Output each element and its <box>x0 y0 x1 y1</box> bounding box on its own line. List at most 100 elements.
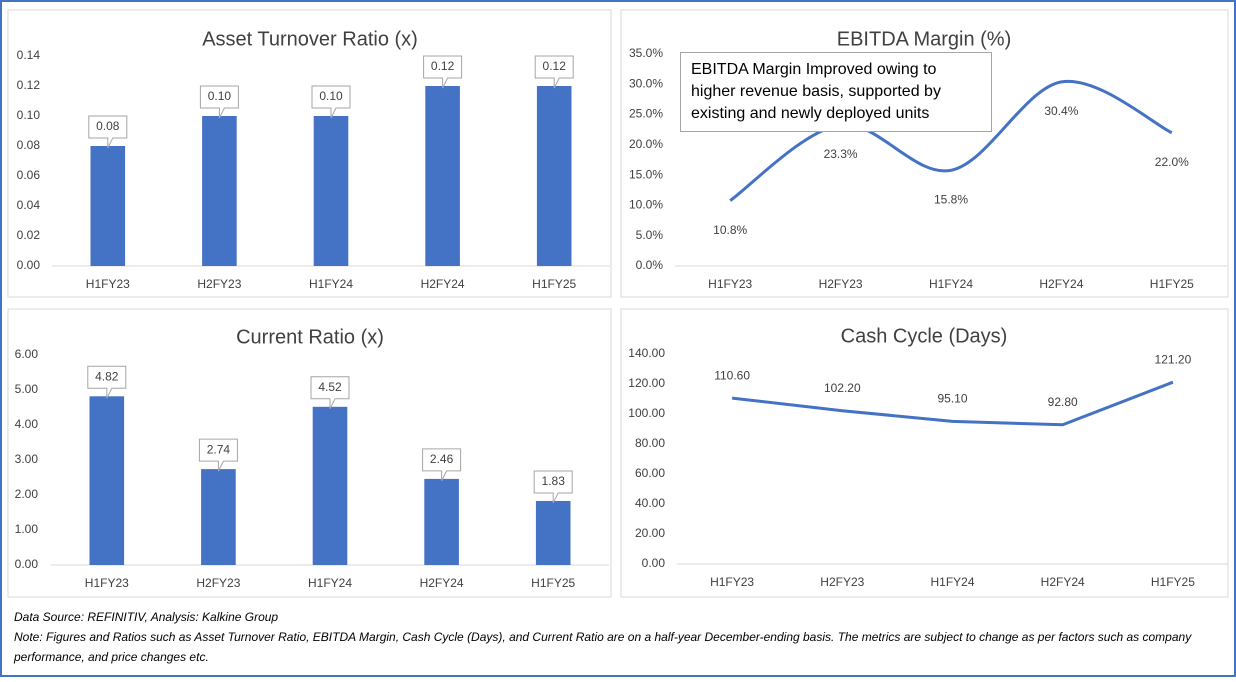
bar <box>536 86 572 266</box>
y-tick-label: 1.00 <box>15 522 39 536</box>
bar <box>424 478 459 565</box>
x-tick-label: H2FY23 <box>196 576 240 590</box>
y-tick-label: 0.12 <box>17 78 41 92</box>
bar <box>312 406 348 565</box>
x-tick-label: H2FY24 <box>420 576 464 590</box>
x-tick-label: H1FY23 <box>85 576 129 590</box>
bar <box>202 116 237 266</box>
x-tick-label: H1FY23 <box>708 277 752 291</box>
bar <box>201 469 236 565</box>
callout-box <box>533 470 573 504</box>
y-tick-label: 80.00 <box>635 436 665 450</box>
x-tick-label: H1FY25 <box>1150 277 1194 291</box>
bar <box>90 146 126 266</box>
y-tick-label: 0.06 <box>17 168 41 182</box>
y-tick-label: 6.00 <box>15 347 39 361</box>
y-tick-label: 0.14 <box>17 48 41 62</box>
data-label: 95.10 <box>937 392 967 406</box>
data-label: 121.20 <box>1155 352 1192 366</box>
y-tick-label: 60.00 <box>635 466 665 480</box>
y-tick-label: 0.02 <box>17 228 41 242</box>
data-label: 0.10 <box>208 89 232 103</box>
callout-box <box>198 438 238 472</box>
y-tick-label: 0.00 <box>642 556 666 570</box>
chart-title: Asset Turnover Ratio (x) <box>202 28 418 50</box>
data-label: 4.52 <box>318 380 342 394</box>
bar <box>425 86 460 266</box>
bar <box>89 396 125 565</box>
line <box>729 79 1173 202</box>
bar <box>535 500 571 565</box>
callout-box <box>199 85 239 119</box>
y-tick-label: 10.0% <box>629 198 663 212</box>
y-tick-label: 0.00 <box>15 557 39 571</box>
source-note: Data Source: REFINITIV, Analysis: Kalkin… <box>14 610 279 624</box>
y-tick-label: 15.0% <box>629 167 663 181</box>
data-label: 2.46 <box>430 452 454 466</box>
data-label: 110.60 <box>714 368 750 382</box>
y-tick-label: 25.0% <box>629 107 663 121</box>
callout-box <box>88 115 128 149</box>
x-tick-label: H2FY23 <box>197 277 241 291</box>
chart-title: Cash Cycle (Days) <box>841 325 1008 347</box>
bar <box>313 116 349 266</box>
x-tick-label: H1FY25 <box>531 576 575 590</box>
y-tick-label: 120.00 <box>628 376 665 390</box>
note: Note: Figures and Ratios such as Asset T… <box>14 630 1192 664</box>
data-label: 23.3% <box>824 147 858 161</box>
line <box>731 380 1174 427</box>
callout-box <box>311 85 351 119</box>
y-tick-label: 4.00 <box>15 417 39 431</box>
data-label: 4.82 <box>95 369 119 383</box>
y-tick-label: 20.0% <box>629 137 663 151</box>
y-tick-label: 35.0% <box>629 46 663 60</box>
y-tick-label: 0.10 <box>17 108 41 122</box>
y-tick-label: 5.00 <box>15 382 39 396</box>
callout-box <box>310 376 350 410</box>
y-tick-label: 140.00 <box>628 346 665 360</box>
x-tick-label: H1FY24 <box>308 576 352 590</box>
panel <box>620 308 1229 598</box>
x-tick-label: H2FY24 <box>1041 575 1085 589</box>
x-tick-label: H1FY24 <box>929 277 973 291</box>
y-tick-label: 3.00 <box>15 452 39 466</box>
y-tick-label: 100.00 <box>628 406 665 420</box>
callout-box <box>423 55 463 89</box>
y-tick-label: 5.0% <box>636 228 664 242</box>
x-tick-label: H2FY23 <box>820 575 864 589</box>
chart-title: EBITDA Margin (%) <box>837 28 1011 50</box>
y-tick-label: 20.00 <box>635 526 665 540</box>
x-tick-label: H1FY24 <box>309 277 353 291</box>
y-tick-label: 0.08 <box>17 138 41 152</box>
data-label: 15.8% <box>934 192 968 206</box>
y-tick-label: 2.00 <box>15 487 39 501</box>
callout-box <box>422 448 462 482</box>
data-label: 102.20 <box>824 381 861 395</box>
data-label: 0.12 <box>431 59 455 73</box>
x-tick-label: H1FY25 <box>1151 575 1195 589</box>
x-tick-label: H1FY24 <box>930 575 974 589</box>
data-label: 30.4% <box>1044 104 1078 118</box>
x-tick-label: H1FY23 <box>86 277 130 291</box>
data-label: 2.74 <box>207 442 231 456</box>
y-tick-label: 30.0% <box>629 76 663 90</box>
callout-box <box>87 365 127 399</box>
data-label: 0.12 <box>543 59 567 73</box>
footer: Data Source: REFINITIV, Analysis: Kalkin… <box>14 607 1219 667</box>
y-tick-label: 0.00 <box>17 258 41 272</box>
x-tick-label: H2FY23 <box>819 277 863 291</box>
x-tick-label: H2FY24 <box>1039 277 1083 291</box>
y-tick-label: 40.00 <box>635 496 665 510</box>
data-label: 22.0% <box>1155 155 1189 169</box>
chart-title: Current Ratio (x) <box>236 326 384 348</box>
x-tick-label: H2FY24 <box>421 277 465 291</box>
annotation: EBITDA Margin Improved owing to higher r… <box>680 52 992 132</box>
data-label: 1.83 <box>542 474 566 488</box>
data-label: 92.80 <box>1048 395 1078 409</box>
data-label: 0.10 <box>319 89 343 103</box>
x-tick-label: H1FY23 <box>710 575 754 589</box>
y-tick-label: 0.0% <box>636 258 664 272</box>
